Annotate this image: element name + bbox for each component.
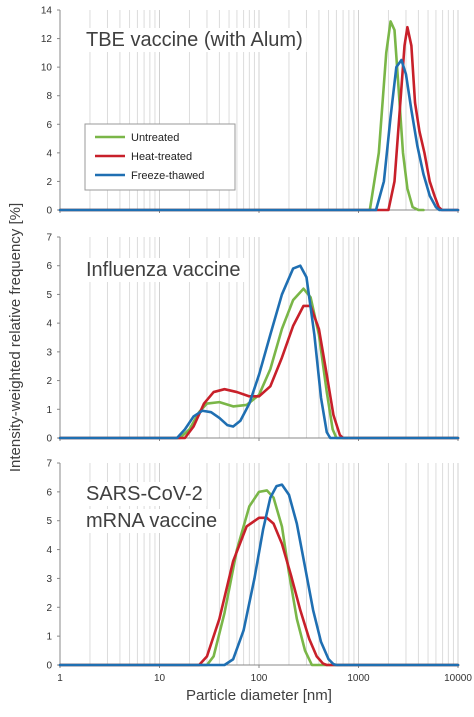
- y-tick-label: 7: [46, 233, 52, 244]
- series-line-freeze-thawed: [58, 483, 460, 667]
- panel-title: Influenza vaccine: [86, 259, 241, 281]
- x-tick-label: 10: [154, 673, 166, 684]
- y-tick-label: 2: [46, 603, 52, 614]
- y-tick-label: 4: [46, 148, 52, 159]
- y-axis-label: Intensity-weighted relative frequency [%…: [7, 203, 24, 472]
- legend-label: Heat-treated: [131, 151, 192, 163]
- series-line-freeze-thawed: [58, 58, 460, 212]
- y-tick-label: 2: [46, 376, 52, 387]
- y-tick-label: 0: [46, 206, 52, 217]
- y-tick-label: 6: [46, 261, 52, 272]
- title-backdrop: [82, 509, 222, 533]
- x-tick-label: 1000: [347, 673, 370, 684]
- series-line-heat-treated: [58, 25, 460, 212]
- y-tick-label: 4: [46, 319, 52, 330]
- series-line-heat-treated: [58, 304, 460, 440]
- y-tick-label: 6: [46, 120, 52, 131]
- x-tick-label: 1: [57, 673, 63, 684]
- x-axis-label: Particle diameter [nm]: [186, 687, 332, 704]
- series-line-freeze-thawed: [58, 264, 460, 440]
- y-tick-label: 3: [46, 347, 52, 358]
- y-tick-label: 5: [46, 516, 52, 527]
- y-tick-label: 8: [46, 91, 52, 102]
- y-tick-label: 3: [46, 574, 52, 585]
- panel-title: TBE vaccine (with Alum): [86, 29, 303, 51]
- y-tick-label: 10: [41, 63, 53, 74]
- legend-label: Freeze-thawed: [131, 170, 204, 182]
- series-line-untreated: [58, 20, 425, 212]
- legend: Untreated Heat-treated Freeze-thawed: [84, 123, 236, 191]
- x-tick-label: 100: [251, 673, 268, 684]
- y-tick-label: 0: [46, 434, 52, 445]
- legend-label: Untreated: [131, 132, 179, 144]
- panel-title: SARS-CoV-2: [86, 483, 203, 505]
- chart-panel-1: 0 1 2 3 4 5 6 7 Influenza vaccine: [46, 233, 460, 445]
- y-tick-label: 7: [46, 459, 52, 470]
- y-tick-label: 1: [46, 405, 52, 416]
- y-tick-label: 0: [46, 661, 52, 672]
- y-tick-label: 14: [41, 6, 53, 17]
- y-tick-label: 6: [46, 487, 52, 498]
- chart-panel-0: 0 2 4 6 8 10 12 14 TBE vaccine (with Alum): [41, 6, 460, 217]
- y-tick-label: 2: [46, 177, 52, 188]
- y-tick-label: 5: [46, 290, 52, 301]
- x-tick-label: 10000: [444, 673, 472, 684]
- title-backdrop: [82, 482, 207, 506]
- title-backdrop: [82, 28, 307, 52]
- y-tick-label: 1: [46, 632, 52, 643]
- y-tick-label: 12: [41, 34, 53, 45]
- title-backdrop: [82, 258, 245, 282]
- series-line-untreated: [58, 489, 460, 667]
- y-tick-label: 4: [46, 545, 52, 556]
- panel-title: mRNA vaccine: [86, 510, 217, 532]
- series-line-heat-treated: [58, 516, 460, 667]
